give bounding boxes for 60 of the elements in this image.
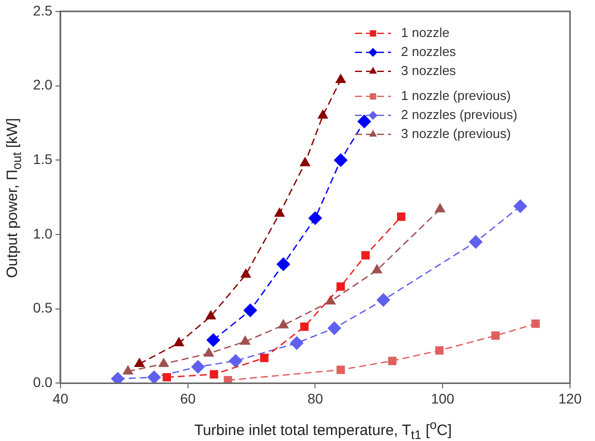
y-tick-label: 1.5	[32, 150, 53, 167]
point	[162, 373, 172, 382]
point	[469, 235, 482, 249]
x-tick-label: 40	[52, 390, 68, 406]
point	[278, 320, 288, 328]
point	[531, 320, 540, 328]
point	[244, 304, 257, 317]
legend-label: 2 nozzles (previous)	[401, 106, 518, 122]
point	[300, 157, 310, 166]
point	[397, 212, 406, 221]
point	[435, 204, 446, 212]
point	[210, 370, 218, 378]
point	[300, 322, 309, 331]
x-tick-label: 60	[180, 390, 196, 406]
x-tick-label: 120	[558, 390, 582, 406]
point	[336, 74, 346, 83]
point	[206, 310, 216, 320]
point	[336, 366, 345, 374]
legend-label: 1 nozzle	[401, 24, 450, 40]
point	[361, 251, 370, 260]
point	[147, 370, 161, 384]
x-axis-title: Turbine inlet total temperature, T$_{t1}$ [$^{o}$C]	[193, 418, 453, 441]
point	[336, 282, 345, 291]
point	[228, 354, 242, 368]
point	[514, 200, 527, 213]
point	[240, 336, 250, 345]
legend-label: 3 nozzle (previous)	[401, 126, 511, 141]
point	[290, 336, 304, 350]
y-tick-label: 2.0	[32, 76, 53, 93]
point	[122, 366, 133, 374]
legend-label: 3 nozzles	[401, 62, 456, 78]
point	[334, 153, 348, 167]
x-tick-label: 100	[430, 390, 455, 406]
point	[318, 110, 328, 119]
y-tick-label: 1.0	[32, 225, 53, 242]
point	[111, 372, 124, 384]
point	[260, 354, 268, 362]
point	[191, 360, 205, 374]
point	[435, 346, 444, 355]
point	[372, 264, 382, 274]
point	[388, 356, 396, 366]
point	[376, 293, 390, 307]
point	[240, 268, 251, 278]
point	[276, 258, 290, 271]
x-tick-label: 80	[307, 390, 324, 406]
point	[274, 208, 285, 217]
legend-label: 2 nozzles	[401, 44, 456, 59]
point	[204, 348, 214, 357]
y-tick-label: 2.5	[32, 2, 53, 18]
point	[328, 322, 341, 335]
point	[206, 333, 220, 347]
legend-label: 1 nozzle (previous)	[401, 88, 511, 103]
y-tick-label: 0.0	[32, 374, 53, 390]
y-tick-label: 0.5	[32, 300, 53, 316]
point	[358, 114, 371, 128]
point	[491, 331, 500, 340]
point	[158, 358, 169, 368]
point	[308, 211, 322, 225]
point	[174, 337, 184, 346]
point	[134, 358, 144, 368]
